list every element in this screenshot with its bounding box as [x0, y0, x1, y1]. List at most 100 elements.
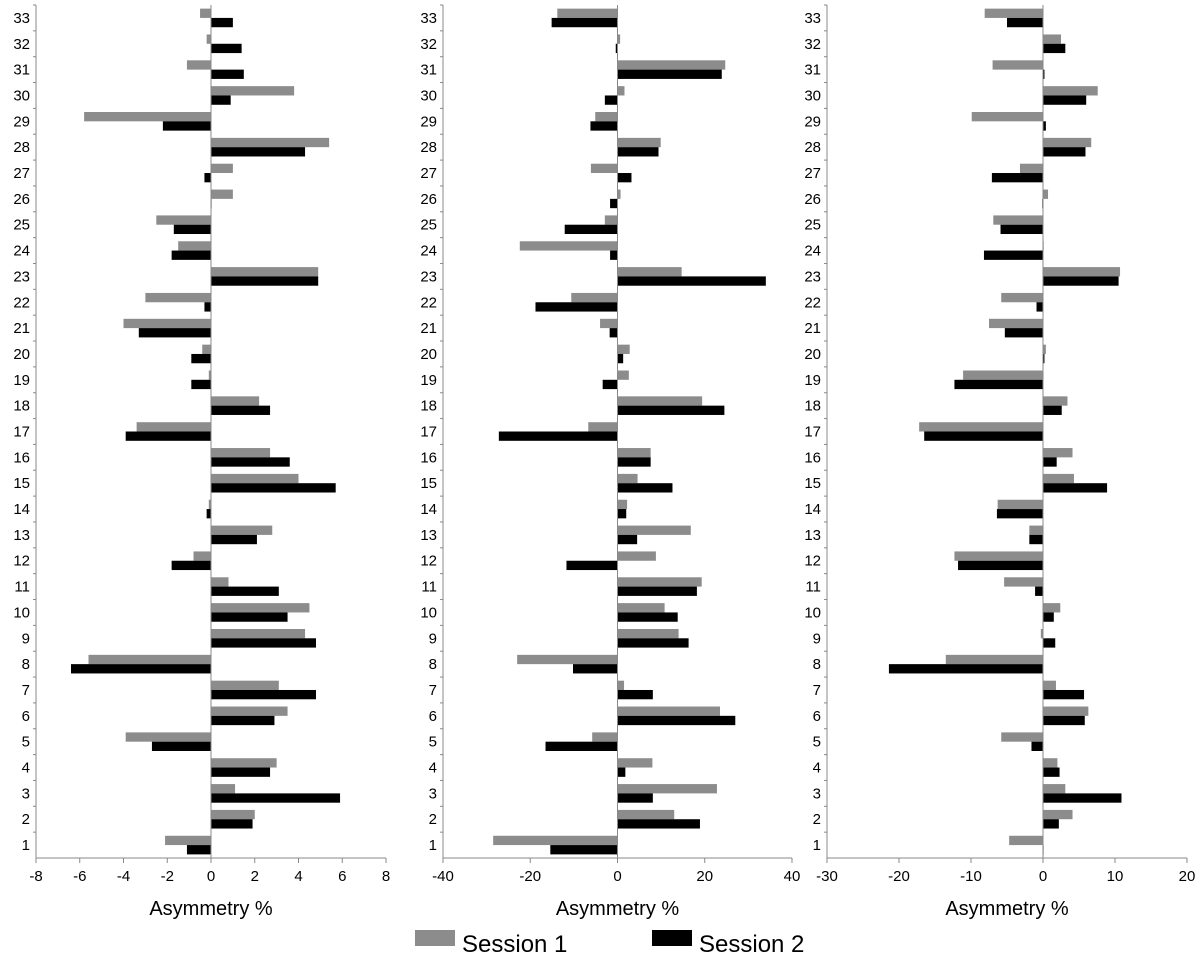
y-tick-label: 10 — [420, 604, 437, 621]
bar-s2-cat-29 — [162, 121, 212, 131]
x-tick-label: -4 — [117, 868, 130, 885]
bar-s2-cat-20 — [191, 353, 211, 364]
y-tick-label: 7 — [22, 682, 30, 699]
y-tick-label: 2 — [22, 811, 30, 828]
x-tick-label: 0 — [613, 868, 621, 885]
bar-s1-cat-13 — [617, 525, 691, 535]
y-tick-label: 14 — [804, 501, 821, 518]
bar-s1-cat-23 — [211, 267, 319, 277]
bar-s1-cat-26 — [617, 189, 621, 199]
bar-s2-cat-9 — [617, 638, 689, 648]
y-tick-label: 8 — [22, 656, 30, 673]
y-tick-label: 9 — [429, 630, 437, 647]
bar-s2-cat-11 — [211, 586, 279, 596]
y-tick-label: 28 — [13, 139, 30, 156]
y-tick-label: 19 — [420, 372, 437, 389]
y-tick-label: 1 — [813, 837, 821, 854]
x-tick-label: 2 — [251, 868, 259, 885]
bar-s2-cat-6 — [1043, 715, 1085, 726]
bar-s2-cat-32 — [211, 43, 242, 54]
bar-s1-cat-5 — [125, 732, 211, 742]
y-tick-label: 28 — [420, 139, 437, 156]
bar-s2-cat-12 — [958, 560, 1043, 571]
bar-s2-cat-12 — [171, 560, 212, 571]
y-tick-label: 25 — [13, 217, 30, 234]
bar-s2-cat-15 — [617, 483, 673, 493]
bar-s1-cat-32 — [617, 34, 621, 44]
bar-s1-cat-10 — [211, 603, 310, 613]
bar-s2-cat-33 — [551, 17, 618, 28]
y-tick-label: 17 — [420, 424, 437, 441]
bar-s1-cat-12 — [617, 551, 656, 561]
y-tick-label: 4 — [813, 760, 821, 777]
bar-s2-cat-31 — [617, 69, 722, 79]
y-tick-label: 28 — [804, 139, 821, 156]
bar-s2-cat-10 — [617, 612, 678, 622]
y-tick-label: 20 — [13, 346, 30, 363]
bar-s1-cat-13 — [211, 525, 273, 535]
bar-s1-cat-27 — [590, 163, 618, 174]
bar-s2-cat-25 — [564, 224, 618, 235]
bar-s1-cat-16 — [211, 448, 271, 458]
bar-s2-cat-6 — [211, 715, 275, 726]
bar-s2-cat-13 — [617, 534, 638, 545]
bar-s2-cat-10 — [211, 612, 288, 622]
y-tick-label: 12 — [13, 553, 30, 570]
bar-s2-cat-3 — [617, 793, 653, 803]
bar-s1-cat-28 — [1043, 137, 1092, 148]
bar-s1-cat-23 — [617, 267, 682, 277]
bar-s1-cat-24 — [519, 241, 618, 251]
bar-s2-cat-12 — [566, 560, 618, 571]
bar-s1-cat-17 — [588, 422, 618, 432]
x-tick-label: -20 — [519, 868, 541, 885]
y-tick-label: 32 — [420, 36, 437, 53]
bar-s1-cat-18 — [617, 396, 703, 406]
bar-s1-cat-9 — [617, 628, 679, 639]
x-tick-label: -6 — [73, 868, 86, 885]
y-tick-label: 18 — [13, 398, 30, 415]
y-tick-label: 15 — [13, 475, 30, 492]
bar-s2-cat-2 — [1043, 819, 1059, 829]
y-tick-label: 30 — [804, 87, 821, 104]
bar-s1-cat-19 — [208, 370, 211, 380]
bar-s2-cat-28 — [617, 147, 659, 157]
y-tick-label: 17 — [13, 424, 30, 441]
y-tick-label: 23 — [420, 268, 437, 285]
y-tick-label: 18 — [804, 398, 821, 415]
bar-s1-cat-14 — [617, 499, 628, 510]
y-tick-label: 26 — [13, 191, 30, 208]
y-tick-label: 20 — [420, 346, 437, 363]
y-tick-label: 5 — [22, 734, 30, 751]
bar-s2-cat-18 — [211, 405, 271, 415]
bar-s1-cat-18 — [1043, 396, 1068, 406]
y-tick-label: 21 — [13, 320, 30, 337]
bar-s2-cat-5 — [1031, 741, 1043, 751]
bar-s2-cat-6 — [617, 715, 736, 726]
y-tick-label: 4 — [22, 760, 30, 777]
bar-s2-cat-31 — [211, 69, 244, 79]
bar-s1-cat-6 — [617, 706, 721, 716]
bar-s2-cat-29 — [590, 121, 618, 131]
y-tick-label: 23 — [804, 268, 821, 285]
y-tick-label: 23 — [13, 268, 30, 285]
bar-s2-cat-13 — [1029, 534, 1043, 545]
y-tick-label: 17 — [804, 424, 821, 441]
y-tick-label: 5 — [813, 734, 821, 751]
bar-s1-cat-1 — [165, 835, 211, 846]
bar-s1-cat-3 — [617, 784, 717, 794]
bar-s2-cat-17 — [125, 431, 211, 441]
bar-s1-cat-21 — [123, 318, 211, 329]
bar-s2-cat-7 — [617, 689, 653, 700]
legend-swatch-session-2 — [652, 930, 692, 946]
x-tick-label: 0 — [207, 868, 215, 885]
bar-s2-cat-11 — [1035, 586, 1043, 596]
bar-s2-cat-31 — [1043, 69, 1045, 79]
bar-s1-cat-11 — [1004, 577, 1043, 587]
bar-s2-cat-4 — [617, 767, 626, 777]
bar-s1-cat-33 — [200, 8, 211, 18]
bar-s2-cat-30 — [211, 95, 231, 105]
y-tick-label: 4 — [429, 760, 437, 777]
y-tick-label: 19 — [804, 372, 821, 389]
bar-s2-cat-8 — [71, 664, 211, 674]
